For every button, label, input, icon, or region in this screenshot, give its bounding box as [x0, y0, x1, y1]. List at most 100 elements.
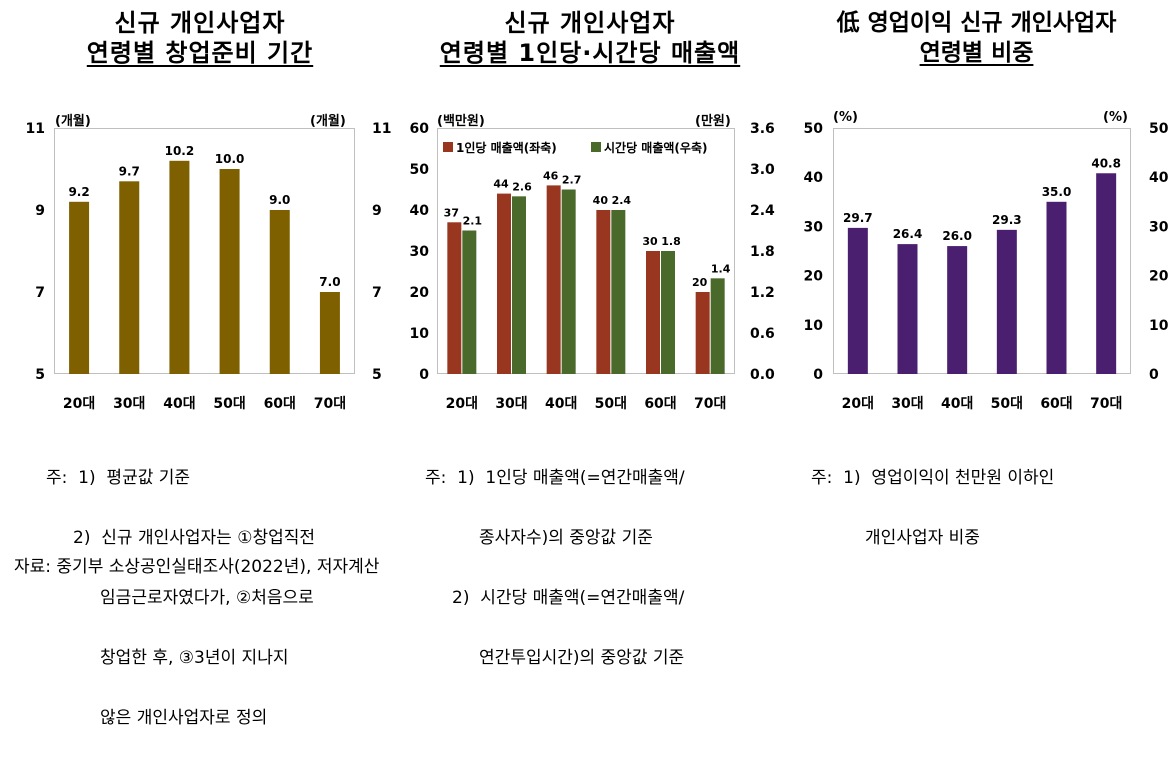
chart-2-unit-right: (만원)	[695, 114, 731, 129]
chart-1-data-label: 9.2	[68, 185, 89, 199]
chart-3-ytick-right: 50	[1149, 121, 1168, 137]
chart-2-bar	[512, 196, 526, 374]
chart-1-xtick-label: 50대	[213, 396, 245, 412]
chart-2-ytick-right: 3.0	[750, 162, 775, 178]
chart-3-bar	[996, 229, 1017, 374]
chart-1-ytick-right: 9	[372, 203, 382, 219]
chart-1-ytick-left: 5	[35, 367, 45, 383]
chart-1-xtick-label: 30대	[113, 396, 145, 412]
chart-1-data-label: 10.2	[165, 144, 195, 158]
chart-1-svg: 11 9 7 5 11 9 7 5 20대 9.2 30대 9.7 40대 10.2 50대 10.0 60대 9…	[26, 121, 392, 412]
chart-1-xtick-label: 20대	[63, 396, 95, 412]
chart-3-ytick-right: 0	[1149, 367, 1159, 383]
chart-1-xtick-label: 60대	[264, 396, 296, 412]
chart-2-ytick-right: 0.0	[750, 367, 775, 383]
chart-1-title: 신규 개인사업자 연령별 창업준비 기간	[5, 8, 395, 68]
chart-2-legend-label: 1인당 매출액(좌축)	[456, 140, 557, 155]
chart-panel-3: 低 영업이익 신규 개인사업자 연령별 비중 (%) (%) 50 40 30 20 1…	[785, 0, 1168, 548]
chart-2-ytick-right: 0.6	[750, 326, 775, 342]
chart-2-ytick-left: 20	[410, 285, 430, 301]
chart-3-bar	[847, 227, 868, 374]
chart-2-data-label: 40	[593, 194, 609, 207]
chart-2-note-line: 연간투입시간)의 중앙값 기준	[425, 648, 685, 668]
chart-3-svg: 50 40 30 20 10 0 50 40 30 20 10 0 20대 29.7 30대 26.4 40대 2…	[804, 121, 1168, 412]
chart-2-notes: 주: 1) 1인당 매출액(=연간매출액/ 종사자수)의 중앙값 기준 2) 시…	[425, 428, 685, 708]
chart-3-note-line: 주: 1) 영업이익이 천만원 이하인	[811, 468, 1055, 488]
chart-2-ytick-left: 50	[410, 162, 430, 178]
chart-3-xtick-label: 60대	[1040, 396, 1072, 412]
chart-2-ytick-right: 1.8	[750, 244, 775, 260]
chart-3-data-label: 29.7	[843, 211, 873, 225]
chart-3-bar	[897, 244, 918, 374]
chart-2-ytick-left: 30	[410, 244, 430, 260]
chart-1-ytick-left: 7	[35, 285, 45, 301]
chart-2-svg: 60 50 40 30 20 10 0 3.6 3.0 2.4 1.8 1.2 0.6 0.0 20대 37 2…	[410, 121, 776, 412]
chart-3-data-label: 26.4	[893, 227, 923, 241]
chart-2-data-label: 46	[543, 169, 559, 182]
chart-panel-2: 신규 개인사업자 연령별 1인당·시간당 매출액 (백만원) (만원) 60 50…	[395, 0, 785, 668]
chart-1-data-label: 9.7	[119, 164, 140, 178]
chart-3-note-line: 개인사업자 비중	[811, 528, 980, 548]
chart-1-bar	[319, 292, 340, 374]
chart-3-xtick-label: 50대	[991, 396, 1023, 412]
chart-2-xtick-label: 50대	[595, 396, 627, 412]
chart-1-notes: 주: 1) 평균값 기준 2) 신규 개인사업자는 ①창업직전 임금근로자였다가…	[46, 428, 315, 768]
chart-2-ytick-left: 60	[410, 121, 430, 137]
chart-3-xtick-label: 20대	[842, 396, 874, 412]
chart-3-xtick-label: 40대	[941, 396, 973, 412]
chart-1-plot-area	[54, 128, 355, 374]
chart-2-title: 신규 개인사업자 연령별 1인당·시간당 매출액	[395, 8, 785, 68]
chart-1-bar	[269, 210, 290, 374]
source-note: 자료: 중기부 소상공인실태조사(2022년), 저자계산	[14, 557, 380, 577]
chart-1-unit-left: (개월)	[55, 114, 91, 129]
chart-2-ytick-right: 1.2	[750, 285, 775, 301]
chart-2-bar	[611, 210, 626, 374]
chart-2-xtick-label: 70대	[694, 396, 726, 412]
chart-2-bar	[596, 210, 611, 374]
chart-3-data-label: 29.3	[992, 213, 1022, 227]
chart-2-ytick-left: 10	[410, 326, 430, 342]
chart-2-ytick-right: 3.6	[750, 121, 775, 137]
chart-3-title: 低 영업이익 신규 개인사업자 연령별 비중	[785, 8, 1168, 68]
chart-1-data-label: 9.0	[269, 193, 290, 207]
chart-1-title-line1: 신규 개인사업자	[114, 9, 286, 37]
chart-2-legend-swatch	[443, 142, 453, 152]
chart-1-data-label: 7.0	[319, 275, 340, 289]
chart-2-legend-swatch	[591, 142, 601, 152]
chart-2-bar	[646, 251, 660, 374]
chart-3-ytick-right: 30	[1149, 219, 1168, 235]
chart-3-title-line2: 연령별 비중	[919, 40, 1034, 66]
chart-2-bar	[695, 292, 710, 374]
chart-2-bar	[661, 251, 675, 374]
chart-2-note-line: 2) 시간당 매출액(=연간매출액/	[425, 588, 685, 608]
chart-3-ytick-right: 20	[1149, 269, 1168, 285]
chart-2-xtick-label: 60대	[644, 396, 676, 412]
chart-1-unit-right: (개월)	[310, 114, 346, 129]
chart-1-note-line: 2) 신규 개인사업자는 ①창업직전	[46, 528, 316, 548]
chart-1-ytick-right: 7	[372, 285, 382, 301]
chart-3-data-label: 40.8	[1091, 156, 1121, 170]
chart-2-ytick-right: 2.4	[750, 203, 775, 219]
chart-3-bar	[1096, 173, 1117, 374]
chart-3-ytick-left: 0	[813, 367, 823, 383]
chart-1-bar	[219, 169, 240, 374]
chart-2-bar	[561, 189, 576, 374]
chart-1-bar	[119, 181, 140, 374]
chart-2-data-label: 30	[642, 235, 658, 248]
chart-3-plot-area	[833, 128, 1131, 374]
chart-2-data-label: 2.4	[612, 194, 632, 207]
chart-3-ytick-left: 20	[804, 269, 824, 285]
chart-1-xtick-label: 70대	[314, 396, 346, 412]
chart-2-xtick-label: 40대	[545, 396, 577, 412]
chart-panel-1: 신규 개인사업자 연령별 창업준비 기간 (개월) (개월) 11 9 7 5 11 9 7…	[0, 0, 400, 728]
chart-3-ytick-right: 40	[1149, 170, 1168, 186]
chart-1-ytick-right: 11	[372, 121, 391, 137]
chart-2-data-label: 2.1	[463, 215, 483, 228]
chart-3-ytick-left: 10	[804, 318, 824, 334]
chart-3-ytick-left: 30	[804, 219, 824, 235]
chart-3-ytick-right: 10	[1149, 318, 1168, 334]
chart-3-notes: 주: 1) 영업이익이 천만원 이하인 개인사업자 비중	[811, 428, 1054, 588]
chart-2-bar	[497, 193, 511, 374]
chart-3-data-label: 35.0	[1042, 185, 1072, 199]
chart-2-data-label: 2.6	[512, 180, 532, 193]
